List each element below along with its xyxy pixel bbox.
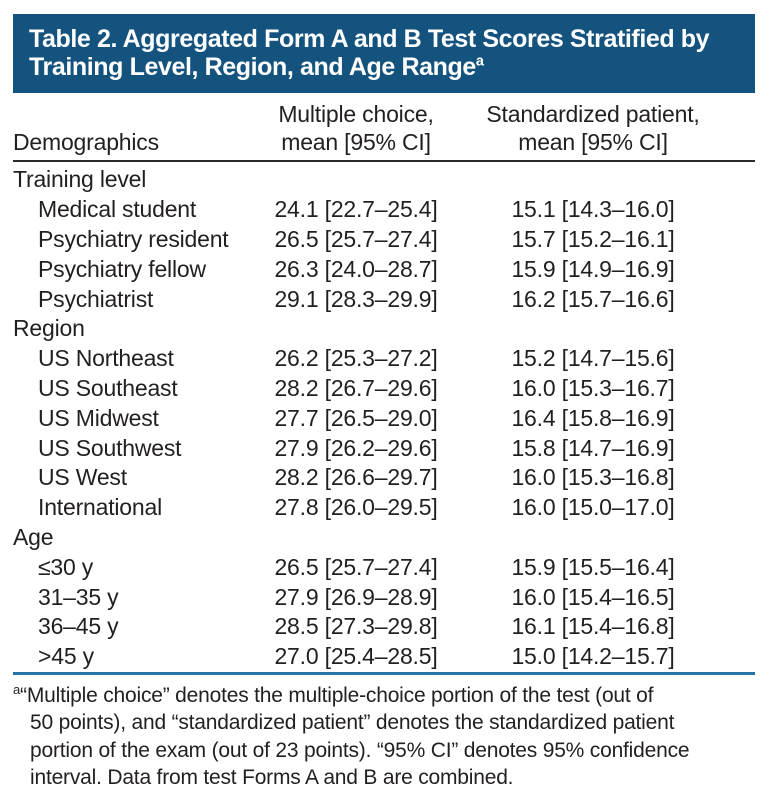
row-label: 36–45 y — [38, 613, 119, 640]
row-label: US Southwest — [38, 434, 182, 461]
sp-value: 16.4 [15.8–16.9] — [511, 404, 675, 431]
column-header-row: Demographics Multiple choice, mean [95% … — [13, 93, 755, 162]
sp-value: 16.0 [15.4–16.5] — [511, 583, 675, 610]
mc-value: 27.7 [26.5–29.0] — [274, 404, 438, 431]
sp-value: 16.0 [15.0–17.0] — [511, 494, 675, 521]
sp-value: 15.2 [14.7–15.6] — [511, 345, 675, 372]
row-label: US West — [38, 464, 127, 491]
section-label: Training level — [13, 166, 147, 193]
column-header-multiple-choice-line1: Multiple choice, — [278, 101, 434, 127]
table-title-line-1: Table 2. Aggregated Form A and B Test Sc… — [29, 25, 710, 53]
mc-value: 26.5 [25.7–27.4] — [274, 225, 438, 252]
row-label: International — [38, 494, 162, 521]
data-row: Psychiatry resident 26.5 [25.7–27.4] 15.… — [13, 225, 755, 255]
data-row: International 27.8 [26.0–29.5] 16.0 [15.… — [13, 493, 755, 523]
mc-value: 24.1 [22.7–25.4] — [274, 196, 438, 223]
sp-value: 16.2 [15.7–16.6] — [511, 285, 675, 312]
column-header-standardized-patient-line2: mean [95% CI] — [518, 129, 668, 155]
footnote-line: a“Multiple choice” denotes the multiple-… — [13, 682, 755, 710]
title-footnote-marker: a — [475, 53, 484, 70]
mc-value: 27.9 [26.9–28.9] — [274, 583, 438, 610]
data-row: Psychiatry fellow 26.3 [24.0–28.7] 15.9 … — [13, 254, 755, 284]
mc-value: 28.5 [27.3–29.8] — [274, 613, 438, 640]
column-header-multiple-choice-line2: mean [95% CI] — [281, 129, 431, 155]
mc-value: 28.2 [26.7–29.6] — [274, 374, 438, 401]
section-row-age: Age — [13, 523, 755, 553]
table-body: Training level Medical student 24.1 [22.… — [13, 162, 755, 672]
footnote-line-text: “Multiple choice” denotes the multiple-c… — [20, 683, 654, 707]
data-row: Psychiatrist 29.1 [28.3–29.9] 16.2 [15.7… — [13, 284, 755, 314]
row-label: US Northeast — [38, 345, 174, 372]
column-header-multiple-choice: Multiple choice, mean [95% CI] — [253, 100, 459, 156]
table-title-line-2: Training Level, Region, and Age Rangea — [29, 53, 739, 81]
sp-value: 15.9 [14.9–16.9] — [511, 255, 675, 282]
section-label: Age — [13, 523, 54, 550]
row-label: Psychiatry fellow — [38, 255, 206, 282]
footnote-line: interval. Data from test Forms A and B a… — [30, 766, 514, 787]
data-row: Medical student 24.1 [22.7–25.4] 15.1 [1… — [13, 195, 755, 225]
mc-value: 27.0 [25.4–28.5] — [274, 643, 438, 670]
sp-value: 16.1 [15.4–16.8] — [511, 613, 675, 640]
column-header-demographics: Demographics — [13, 129, 159, 155]
data-row: >45 y 27.0 [25.4–28.5] 15.0 [14.2–15.7] — [13, 642, 755, 672]
row-label: Psychiatry resident — [38, 225, 229, 252]
data-row: US Northeast 26.2 [25.3–27.2] 15.2 [14.7… — [13, 344, 755, 374]
row-label: Psychiatrist — [38, 285, 154, 312]
table-footnote: a“Multiple choice” denotes the multiple-… — [13, 675, 755, 787]
sp-value: 16.0 [15.3–16.7] — [511, 374, 675, 401]
sp-value: 15.8 [14.7–16.9] — [511, 434, 675, 461]
column-header-standardized-patient-line1: Standardized patient, — [486, 101, 700, 127]
data-row: 31–35 y 27.9 [26.9–28.9] 16.0 [15.4–16.5… — [13, 582, 755, 612]
row-label: Medical student — [38, 196, 197, 223]
mc-value: 29.1 [28.3–29.9] — [274, 285, 438, 312]
sp-value: 15.0 [14.2–15.7] — [511, 643, 675, 670]
footnote-line: 50 points), and “standardized patient” d… — [30, 711, 675, 735]
section-label: Region — [13, 315, 85, 342]
footnote-marker: a — [13, 681, 21, 697]
data-row: US Midwest 27.7 [26.5–29.0] 16.4 [15.8–1… — [13, 403, 755, 433]
mc-value: 26.2 [25.3–27.2] — [274, 345, 438, 372]
data-row: US West 28.2 [26.6–29.7] 16.0 [15.3–16.8… — [13, 463, 755, 493]
row-label: US Midwest — [38, 404, 159, 431]
mc-value: 28.2 [26.6–29.7] — [274, 464, 438, 491]
mc-value: 27.9 [26.2–29.6] — [274, 434, 438, 461]
data-row: ≤30 y 26.5 [25.7–27.4] 15.9 [15.5–16.4] — [13, 552, 755, 582]
section-row-training-level: Training level — [13, 165, 755, 195]
data-row: 36–45 y 28.5 [27.3–29.8] 16.1 [15.4–16.8… — [13, 612, 755, 642]
row-label: >45 y — [38, 643, 94, 670]
sp-value: 15.9 [15.5–16.4] — [511, 553, 675, 580]
row-label: ≤30 y — [38, 553, 94, 580]
table-title-line-2-text: Training Level, Region, and Age Range — [29, 53, 476, 81]
row-label: US Southeast — [38, 374, 178, 401]
table-banner: Table 2. Aggregated Form A and B Test Sc… — [13, 14, 755, 93]
sp-value: 15.1 [14.3–16.0] — [511, 196, 675, 223]
footnote-line: portion of the exam (out of 23 points). … — [30, 738, 690, 762]
data-row: US Southwest 27.9 [26.2–29.6] 15.8 [14.7… — [13, 433, 755, 463]
row-label: 31–35 y — [38, 583, 119, 610]
section-row-region: Region — [13, 314, 755, 344]
sp-value: 15.7 [15.2–16.1] — [511, 225, 675, 252]
mc-value: 26.3 [24.0–28.7] — [274, 255, 438, 282]
footnote-top-rule — [13, 671, 755, 675]
data-row: US Southeast 28.2 [26.7–29.6] 16.0 [15.3… — [13, 374, 755, 404]
column-header-standardized-patient: Standardized patient, mean [95% CI] — [459, 100, 727, 156]
mc-value: 27.8 [26.0–29.5] — [274, 494, 438, 521]
mc-value: 26.5 [25.7–27.4] — [274, 553, 438, 580]
sp-value: 16.0 [15.3–16.8] — [511, 464, 675, 491]
